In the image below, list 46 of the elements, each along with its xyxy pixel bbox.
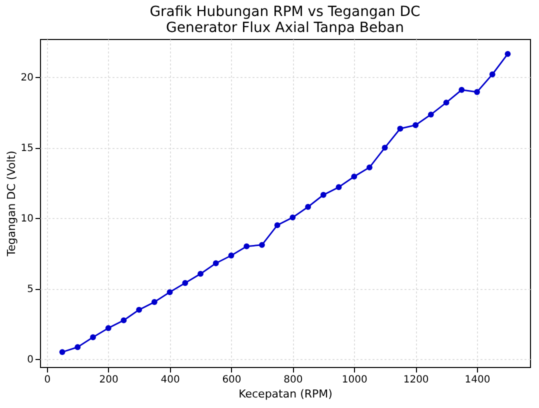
y-tick-label: 20 xyxy=(20,72,34,84)
point xyxy=(74,344,81,350)
x-tick-label: 1000 xyxy=(342,374,368,386)
x-axis-title: Kecepatan (RPM) xyxy=(238,388,332,400)
y-tick-label: 10 xyxy=(20,214,34,225)
point xyxy=(90,334,96,340)
x-tick-label: 0 xyxy=(44,374,51,386)
point xyxy=(182,280,188,286)
point xyxy=(198,270,204,277)
point xyxy=(320,192,326,198)
y-tick-label: 5 xyxy=(27,284,34,296)
point xyxy=(136,306,142,313)
point xyxy=(212,260,219,266)
point xyxy=(105,325,112,332)
x-tick-label: 600 xyxy=(222,374,242,386)
point xyxy=(274,222,280,228)
point xyxy=(443,100,450,106)
point xyxy=(397,126,404,132)
point xyxy=(305,204,311,210)
point xyxy=(489,71,496,78)
point xyxy=(290,214,296,220)
point xyxy=(259,242,265,248)
point xyxy=(474,89,480,95)
point xyxy=(120,317,127,324)
x-tick-label: 400 xyxy=(160,374,180,386)
point xyxy=(228,252,234,258)
x-tick-label: 200 xyxy=(99,374,118,386)
x-tick-label: 1400 xyxy=(464,374,490,386)
point xyxy=(428,112,434,118)
y-axis-title: Tegangan DC (Volt) xyxy=(4,150,18,258)
point xyxy=(59,349,66,356)
chart-title: Grafik Hubungan RPM vs Tegangan DC Generator Flux Axial Tanpa Beban xyxy=(150,4,421,36)
y-tick-label: 0 xyxy=(27,354,34,366)
point xyxy=(336,184,342,190)
point xyxy=(151,299,158,305)
point xyxy=(166,289,173,296)
point xyxy=(351,174,358,180)
point xyxy=(366,164,372,170)
point xyxy=(382,144,388,151)
x-tick-label: 800 xyxy=(284,374,303,386)
point xyxy=(244,243,250,250)
x-tick-label: 1200 xyxy=(403,374,429,386)
y-tick-label: 15 xyxy=(20,143,34,154)
point xyxy=(412,122,419,128)
point xyxy=(504,50,511,57)
point xyxy=(458,86,465,93)
